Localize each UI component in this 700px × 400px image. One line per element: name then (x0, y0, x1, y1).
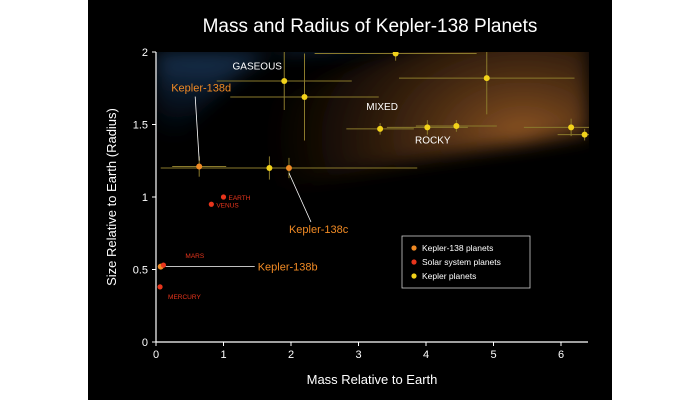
x-tick-label-4: 4 (423, 349, 429, 361)
region-label-mixed: MIXED (366, 102, 398, 113)
rocky-band (156, 52, 588, 299)
x-tick-label-5: 5 (490, 349, 496, 361)
legend-label-solar-system-planets: Solar system planets (422, 257, 501, 267)
point-kepler-planets-5 (377, 125, 384, 132)
point-kepler-planets-9 (581, 131, 588, 138)
y-tick-label-2: 2 (142, 47, 148, 59)
legend: Kepler-138 planets Solar system planets Ke… (401, 235, 531, 289)
x-tick-label-6: 6 (558, 349, 564, 361)
y-ticks: 0 0.5 1 1.5 2 (133, 47, 156, 349)
x-tick-label-1: 1 (220, 349, 226, 361)
region-labels: GASEOUS MIXED ROCKY (233, 61, 451, 146)
y-axis-label: Size Relative to Earth (Radius) (104, 108, 119, 286)
region-label-rocky: ROCKY (415, 135, 451, 146)
gaseous-band (156, 52, 588, 277)
point-kepler-planets-6 (424, 124, 431, 131)
y-tick-label-0-5: 0.5 (133, 265, 148, 277)
annotation-kepler-138b: Kepler-138b (258, 262, 318, 274)
point-kepler-planets-3 (483, 75, 490, 82)
point-kepler-planets-0 (281, 78, 288, 84)
legend-marker-solar-system-planets (411, 259, 417, 265)
x-tick-label-3: 3 (355, 349, 361, 361)
annotation-mars: MARS (185, 253, 204, 260)
y-tick-label-1: 1 (142, 192, 148, 204)
legend-marker-kepler-138-planets (411, 245, 417, 251)
axes: 0 1 2 3 4 5 6 0 0.5 1 1.5 2 (133, 47, 588, 361)
data-points (157, 52, 588, 290)
y-tick-label-1-5: 1.5 (133, 120, 148, 132)
y-tick-label-0: 0 (142, 337, 148, 349)
point-kepler-planets-4 (266, 165, 273, 171)
plot-area: GASEOUS MIXED ROCKY (156, 52, 589, 342)
point-kepler-planets-2 (392, 52, 399, 57)
point-kepler-planets-7 (453, 122, 460, 129)
legend-label-kepler-planets: Kepler planets (422, 271, 476, 281)
x-axis-label: Mass Relative to Earth (307, 372, 438, 387)
x-ticks: 0 1 2 3 4 5 6 (153, 342, 564, 361)
annotation-kepler-138c: Kepler-138c (289, 224, 349, 236)
legend-box (401, 235, 531, 289)
point-kepler-planets-8 (568, 124, 575, 131)
annotation-kepler-138d: Kepler-138d (171, 83, 231, 95)
annotation-venus: VENUS (216, 202, 239, 209)
leader-kepler-138d (194, 96, 200, 161)
point-kepler-138d (196, 163, 203, 170)
annotations: Kepler-138d Kepler-138c Kepler-138b EARTHVE… (165, 83, 349, 301)
point-mars (160, 262, 167, 268)
point-earth (220, 194, 227, 200)
chart-title: Mass and Radius of Kepler-138 Planets (203, 16, 538, 37)
x-tick-label-2: 2 (288, 349, 294, 361)
x-tick-label-0: 0 (153, 349, 159, 361)
point-kepler-planets-1 (301, 93, 308, 100)
composition-bands (156, 52, 588, 342)
legend-label-kepler-138-planets: Kepler-138 planets (422, 243, 493, 253)
legend-marker-kepler-planets (411, 273, 417, 279)
point-venus (208, 201, 214, 207)
leader-kepler-138c (288, 172, 312, 223)
annotation-earth: EARTH (229, 195, 251, 202)
point-mercury (157, 284, 163, 290)
point-kepler-138c (285, 165, 292, 171)
annotation-mercury: MERCURY (168, 294, 201, 301)
region-label-gaseous: GASEOUS (233, 61, 283, 72)
